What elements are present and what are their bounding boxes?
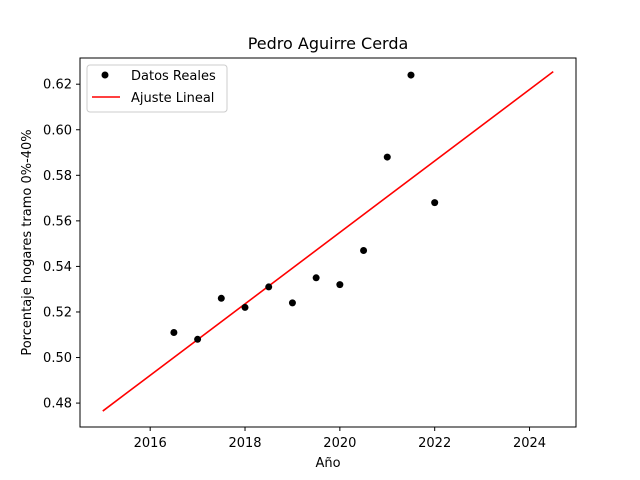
legend-marker-datos-reales [101, 71, 109, 79]
y-tick-label: 0.60 [43, 123, 72, 138]
data-points-layer [170, 71, 439, 343]
data-point [360, 246, 368, 254]
data-point [170, 328, 178, 336]
y-tick-label: 0.48 [43, 397, 72, 412]
y-tick-label: 0.62 [43, 78, 72, 93]
y-tick-label: 0.58 [43, 169, 72, 184]
y-tick-label: 0.52 [43, 305, 72, 320]
x-tick-label: 2024 [513, 436, 546, 451]
y-axis-ticks: 0.48 0.50 0.52 0.54 0.56 0.58 0.60 0.62 [43, 78, 80, 412]
legend-label-datos-reales: Datos Reales [131, 69, 216, 84]
y-tick-label: 0.50 [43, 351, 72, 366]
chart-title: Pedro Aguirre Cerda [248, 34, 409, 53]
x-tick-label: 2016 [134, 436, 167, 451]
plot-frame [79, 57, 577, 428]
y-tick-label: 0.54 [43, 260, 72, 275]
data-point [265, 283, 273, 291]
data-point [241, 303, 249, 311]
data-point [194, 335, 202, 343]
y-tick-label: 0.56 [43, 214, 72, 229]
legend: Datos Reales Ajuste Lineal [86, 64, 228, 113]
x-axis-ticks: 2016 2018 2020 2022 2024 [134, 427, 546, 451]
fit-line-layer [102, 71, 554, 412]
data-point [407, 71, 415, 79]
x-tick-label: 2022 [418, 436, 451, 451]
data-point [217, 294, 225, 302]
x-tick-label: 2020 [323, 436, 356, 451]
legend-frame [86, 64, 228, 113]
x-axis-label: Año [315, 456, 340, 471]
data-point [312, 274, 320, 282]
x-tick-label: 2018 [228, 436, 261, 451]
data-point [431, 199, 439, 207]
data-point [336, 281, 344, 289]
data-point [288, 299, 296, 307]
data-point [383, 153, 391, 161]
fit-line [102, 71, 554, 412]
y-axis-label: Porcentaje hogares tramo 0%-40% [20, 129, 35, 355]
legend-label-ajuste-lineal: Ajuste Lineal [131, 91, 214, 106]
